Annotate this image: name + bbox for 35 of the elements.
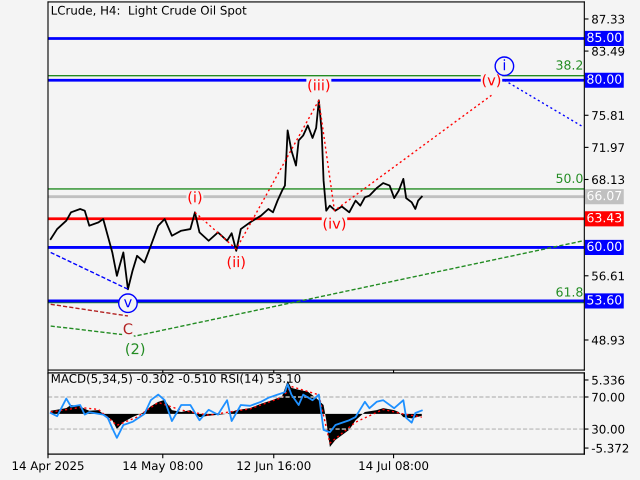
annotation: 50.0 <box>556 174 583 184</box>
chart-title: MACD(5,34,5) -0.302 -0.510 RSI(14) 53.10 <box>52 374 300 384</box>
x-tick-label: 12 Jun 16:00 <box>238 461 310 472</box>
ref-line-label: 60.00 <box>587 242 622 252</box>
y-tick-label: 56.61 <box>592 272 624 280</box>
annotation: (iv) <box>324 218 346 231</box>
annotation: (ii) <box>228 256 245 270</box>
y-tick-label: 87.33 <box>592 14 624 24</box>
annotation: (2) <box>126 343 144 356</box>
ref-line-label: 53.60 <box>587 295 622 305</box>
ref-line-label: 66.07 <box>587 190 622 200</box>
annotation: i <box>504 59 506 70</box>
y-tick-label: 71.97 <box>592 143 624 152</box>
y2-tick-label: 30.00 <box>592 424 624 434</box>
annotation: (v) <box>482 74 500 88</box>
y-tick-label: 83.49 <box>592 46 624 56</box>
y-tick-label: 68.13 <box>592 175 624 184</box>
x-tick-label: 14 Jul 08:00 <box>359 461 428 472</box>
y-tick-label: 75.81 <box>592 111 624 120</box>
y2-tick-label: 70.00 <box>592 392 624 402</box>
annotation: 38.2 <box>556 60 582 70</box>
annotation: 61.8 <box>556 287 583 297</box>
annotation: (iii) <box>308 79 330 92</box>
annotation: v <box>124 299 132 308</box>
y-tick-label: 48.93 <box>592 336 624 345</box>
y-tick-label: 5.336 <box>592 376 624 385</box>
ref-line-label: 80.00 <box>587 74 622 84</box>
ref-line-label: 85.00 <box>587 32 622 42</box>
x-tick-label: 14 May 08:00 <box>124 461 202 472</box>
annotation: (i) <box>188 191 202 204</box>
annotation: C <box>124 323 132 334</box>
x-tick-label: 14 Apr 2025 <box>12 461 84 472</box>
chart-title: LCrude, H4: Light Crude Oil Spot <box>52 6 246 18</box>
y-tick-label: -5.372 <box>592 444 628 453</box>
ref-line-label: 63.43 <box>587 212 622 222</box>
